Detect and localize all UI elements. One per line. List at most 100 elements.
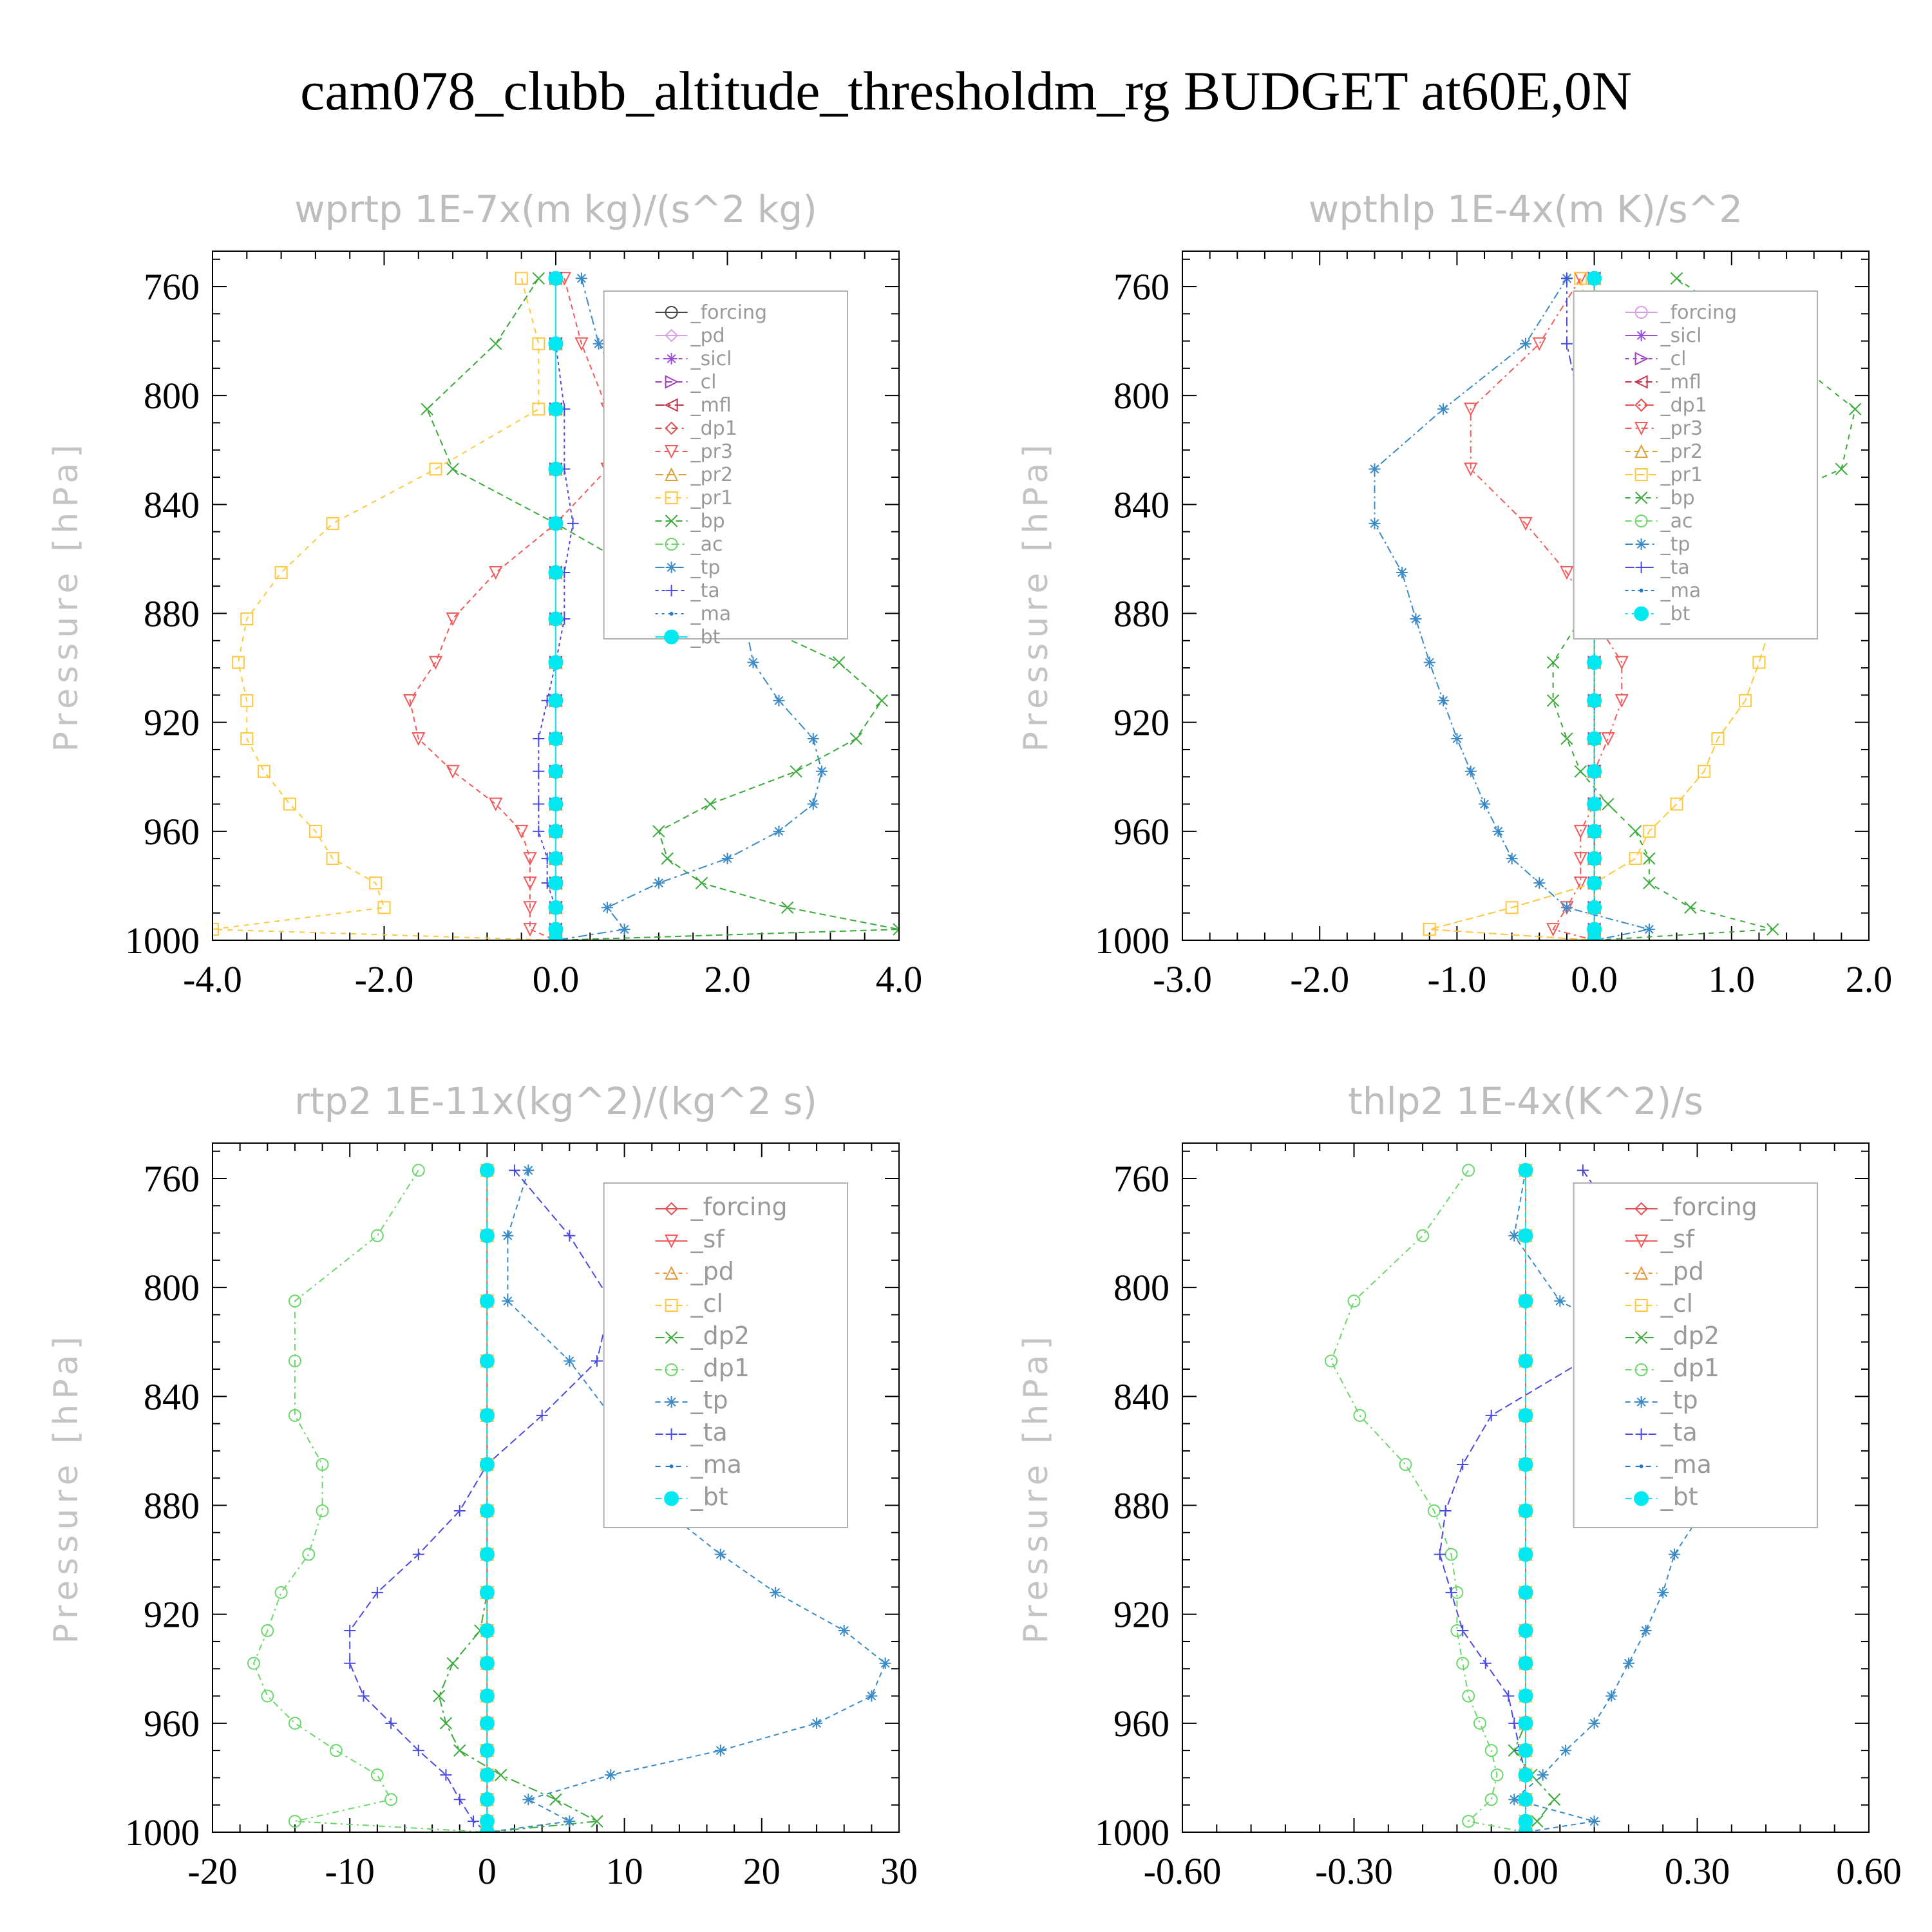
data-point — [1587, 851, 1602, 866]
legend: _forcing _sf _pd _cl _dp2 _dp1 _tp _ta _ma _bt — [1573, 1182, 1819, 1528]
y-tick-label: 920 — [144, 702, 200, 744]
data-point — [849, 732, 863, 745]
data-point — [548, 336, 564, 352]
data-point — [489, 797, 503, 811]
data-point — [283, 797, 296, 811]
legend-marker — [1635, 538, 1647, 550]
legend-label: _ta — [690, 1418, 728, 1446]
data-point — [807, 733, 819, 745]
data-point — [479, 1716, 495, 1731]
legend-label: _mfl — [690, 394, 732, 417]
data-point — [515, 272, 528, 285]
data-point — [564, 1229, 576, 1242]
data-point — [1739, 694, 1752, 707]
data-point — [371, 1586, 383, 1598]
y-tick-label: 840 — [1113, 484, 1170, 526]
data-point — [548, 875, 564, 891]
series-line — [555, 278, 823, 940]
x-tick-label: 0 — [478, 1850, 497, 1892]
data-point — [1615, 694, 1629, 708]
data-point — [879, 1657, 891, 1669]
data-point — [548, 851, 564, 866]
legend-entry-pr1: _pr1 — [655, 487, 733, 509]
legend-marker — [1634, 352, 1649, 366]
legend-entry-ac: _ac — [1625, 510, 1693, 533]
series-line — [409, 278, 608, 940]
legend-marker — [1635, 330, 1647, 341]
data-point — [446, 1657, 459, 1670]
data-point — [288, 1716, 301, 1730]
data-point — [1462, 1164, 1475, 1177]
x-tick-label: 2.0 — [1846, 958, 1893, 1000]
data-point — [1643, 852, 1656, 865]
data-point — [548, 933, 564, 940]
panel-4: thlp2 1E-4x(K^2)/s Pressure [hPa] 760 800 84… — [1017, 1079, 1902, 1892]
data-point — [1396, 567, 1408, 579]
data-point — [1560, 1745, 1572, 1757]
legend-entry-forcing: _forcing — [1625, 301, 1737, 324]
x-tick-label: 0.00 — [1493, 1850, 1558, 1892]
legend-entry-ta: _ta — [1625, 1418, 1698, 1446]
data-point — [1324, 1354, 1338, 1368]
data-point — [1537, 1769, 1549, 1781]
tick-marks — [1182, 1143, 1870, 1833]
data-point — [421, 402, 433, 416]
legend-marker — [669, 1464, 674, 1468]
data-point — [1588, 1717, 1600, 1729]
data-point — [1587, 900, 1602, 915]
data-point — [1457, 1459, 1469, 1471]
legend-entry-bp: _bp — [1625, 487, 1695, 509]
y-tick-label: 960 — [144, 811, 200, 853]
data-point — [533, 798, 545, 810]
series-pr3 — [1464, 272, 1629, 940]
data-point — [1554, 1295, 1566, 1307]
data-point — [489, 566, 503, 580]
data-point — [548, 565, 564, 580]
legend-marker — [664, 398, 678, 412]
data-point — [1518, 1293, 1533, 1309]
data-point — [344, 1657, 356, 1669]
data-point — [592, 337, 605, 350]
legend-marker — [665, 375, 679, 389]
data-point — [1518, 1689, 1533, 1704]
data-point — [1560, 337, 1573, 350]
legend-entry-pd: _pd — [655, 325, 725, 347]
data-point — [479, 1767, 495, 1783]
data-point — [385, 1717, 397, 1729]
legend-entry-pr2: _pr2 — [655, 464, 733, 486]
plot-frame — [1182, 1142, 1870, 1833]
y-tick-label: 760 — [144, 266, 200, 308]
legend-label: _ta — [690, 580, 720, 602]
legend-marker — [1634, 444, 1649, 458]
data-point — [1587, 731, 1602, 746]
data-point — [429, 462, 442, 476]
legend-marker — [669, 612, 674, 616]
data-point — [1423, 656, 1435, 668]
data-point — [1587, 824, 1602, 839]
data-point — [866, 1690, 878, 1702]
legend-entry-cl: _cl — [655, 1289, 723, 1318]
data-point — [1353, 1408, 1367, 1422]
legend-entry-cl: _cl — [1625, 348, 1686, 370]
data-point — [1518, 1656, 1533, 1671]
data-point — [1451, 733, 1463, 745]
legend-label: _mfl — [1660, 371, 1701, 393]
legend-label: _tp — [1660, 1386, 1698, 1414]
data-point — [1835, 462, 1848, 476]
legend-marker — [1634, 398, 1649, 412]
legend-entry-pr3: _pr3 — [1625, 417, 1703, 440]
y-tick-label: 760 — [1113, 1158, 1170, 1200]
y-tick-label: 880 — [144, 592, 200, 634]
legend-entry-ma: _ma — [655, 1450, 742, 1479]
data-point — [515, 824, 529, 839]
legend-marker — [1635, 562, 1647, 573]
data-point — [316, 1458, 329, 1472]
data-point — [479, 1792, 495, 1807]
data-point — [370, 1229, 384, 1242]
y-tick-label: 840 — [144, 1376, 200, 1417]
data-point — [548, 655, 564, 670]
legend-label: _ta — [1660, 1418, 1698, 1446]
data-point — [479, 1353, 495, 1368]
legend-entry-forcing: _forcing — [655, 1193, 788, 1221]
data-point — [288, 1354, 301, 1368]
